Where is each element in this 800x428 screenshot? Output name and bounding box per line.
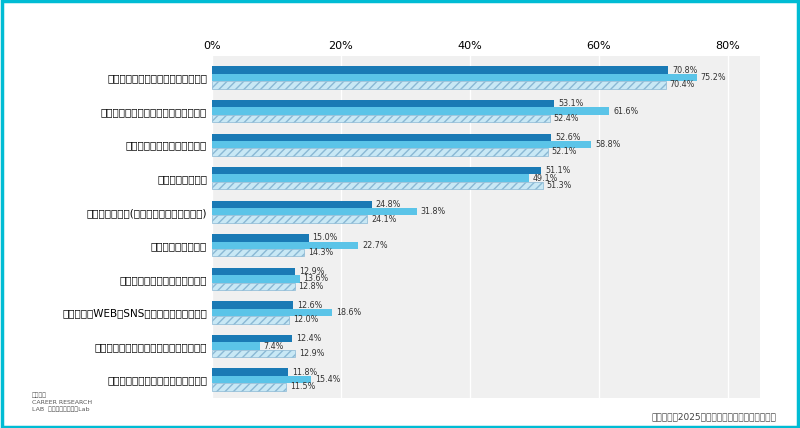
Text: 58.8%: 58.8% (595, 140, 620, 149)
Bar (212, 81, 666, 89)
Bar (212, 182, 542, 189)
Text: 53.1%: 53.1% (558, 99, 583, 108)
Bar (212, 66, 669, 74)
Bar (212, 249, 304, 256)
Bar (212, 275, 300, 282)
Text: 「マイナビ2025年卒　企業新卒採用予定調査」: 「マイナビ2025年卒 企業新卒採用予定調査」 (651, 413, 776, 422)
Bar (212, 282, 294, 290)
Text: 7.4%: 7.4% (263, 342, 284, 351)
Bar (212, 309, 332, 316)
Text: 13.6%: 13.6% (303, 274, 329, 283)
Text: 70.4%: 70.4% (670, 80, 695, 89)
Bar (212, 100, 554, 107)
Bar (212, 148, 548, 156)
Bar (212, 74, 697, 81)
Bar (212, 201, 372, 208)
Bar (212, 350, 295, 357)
Text: 18.6%: 18.6% (336, 308, 361, 317)
Text: 52.4%: 52.4% (554, 114, 579, 123)
Text: 12.9%: 12.9% (299, 267, 325, 276)
Text: 31.8%: 31.8% (421, 207, 446, 216)
Text: 52.6%: 52.6% (555, 133, 581, 142)
Text: 14.3%: 14.3% (308, 248, 334, 257)
Text: 11.8%: 11.8% (292, 368, 317, 377)
Text: 12.8%: 12.8% (298, 282, 324, 291)
Text: 自社の新卒採用が厳しくなっている要因はどのような点だと考えているか（上位10項目）: 自社の新卒採用が厳しくなっている要因はどのような点だと考えているか（上位10項目… (227, 18, 573, 32)
Bar (212, 342, 260, 350)
Bar (212, 134, 551, 141)
Bar (212, 167, 542, 175)
Text: 70.8%: 70.8% (672, 65, 698, 74)
Bar (212, 301, 294, 309)
Text: マイナビ
CAREER RESEARCH
LAB  キャリアリサーチLab: マイナビ CAREER RESEARCH LAB キャリアリサーチLab (32, 392, 92, 412)
Bar (212, 115, 550, 122)
Text: 12.9%: 12.9% (299, 349, 325, 358)
Text: 11.5%: 11.5% (290, 383, 315, 392)
Text: 24.1%: 24.1% (371, 214, 397, 223)
Bar (212, 234, 309, 242)
Bar (212, 242, 358, 249)
Bar (212, 107, 609, 115)
Bar (212, 208, 417, 215)
Bar (212, 383, 286, 391)
Text: 75.2%: 75.2% (701, 73, 726, 82)
Text: 15.4%: 15.4% (315, 375, 341, 384)
Text: 12.4%: 12.4% (296, 334, 321, 343)
Bar (212, 369, 288, 376)
Bar (212, 316, 290, 324)
Text: 15.0%: 15.0% (313, 233, 338, 242)
Text: 12.0%: 12.0% (294, 315, 318, 324)
Bar (212, 175, 529, 182)
Bar (212, 215, 367, 223)
Text: 49.1%: 49.1% (533, 174, 558, 183)
Bar (212, 141, 591, 148)
Text: 51.3%: 51.3% (546, 181, 572, 190)
Text: 52.1%: 52.1% (552, 148, 578, 157)
Text: 61.6%: 61.6% (613, 107, 638, 116)
Bar (212, 335, 292, 342)
Text: 22.7%: 22.7% (362, 241, 388, 250)
Text: 12.6%: 12.6% (297, 300, 322, 309)
Text: 24.8%: 24.8% (376, 200, 401, 209)
Bar (212, 376, 311, 383)
Bar (212, 268, 295, 275)
Text: 51.1%: 51.1% (546, 166, 570, 175)
